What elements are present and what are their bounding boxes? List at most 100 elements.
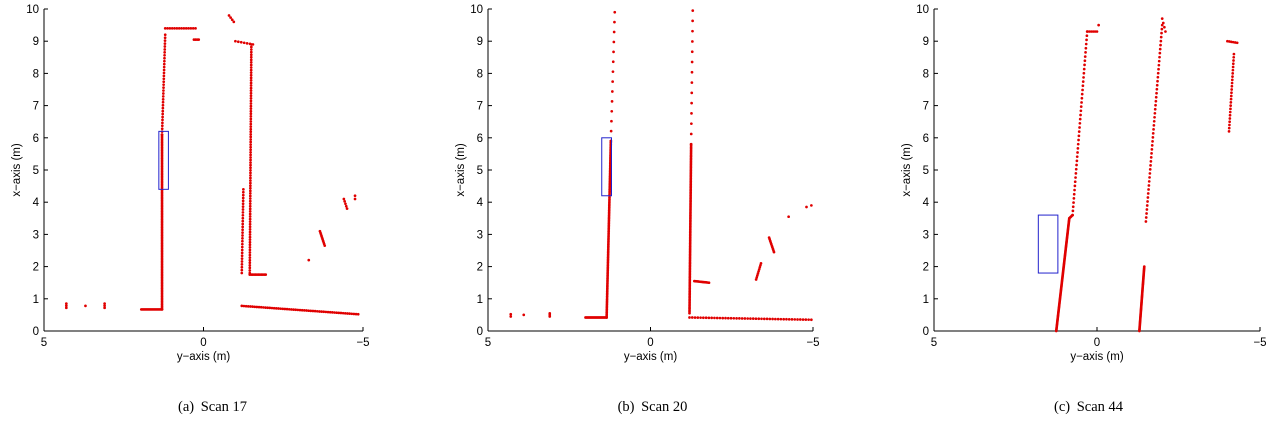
scan-point xyxy=(249,61,253,64)
scan-point xyxy=(184,26,188,30)
scan-point xyxy=(350,312,354,316)
scan-point xyxy=(690,91,694,95)
scan-point xyxy=(1156,75,1160,79)
scan-point xyxy=(1073,180,1077,184)
scan-point xyxy=(249,156,252,159)
scan-point xyxy=(1145,208,1149,211)
scan-point xyxy=(1151,139,1154,143)
scan-point xyxy=(173,26,176,30)
scan-point xyxy=(690,101,693,105)
scan-point xyxy=(279,307,282,311)
scan-point xyxy=(609,129,613,133)
caption-tag: (b) xyxy=(617,399,635,415)
scan-point xyxy=(785,317,788,321)
scan-point xyxy=(1229,97,1233,101)
scan-point xyxy=(242,187,245,191)
scan-point xyxy=(691,9,695,12)
scan-point xyxy=(249,86,253,90)
scan-point xyxy=(163,33,167,37)
scan-point xyxy=(249,53,253,57)
scan-point xyxy=(343,200,347,203)
y-tick-label: 5 xyxy=(33,165,39,177)
scan-point xyxy=(715,316,719,320)
scan-point xyxy=(248,217,252,221)
scan-point xyxy=(689,132,693,136)
scan-point xyxy=(1163,25,1166,29)
scan-point xyxy=(1150,148,1154,151)
scan-point xyxy=(1155,87,1159,91)
scan-point xyxy=(248,207,252,211)
scan-point xyxy=(688,316,691,319)
scan-point xyxy=(249,120,253,123)
scan-point xyxy=(1230,91,1233,95)
scan-point xyxy=(249,73,253,77)
scan-point xyxy=(1157,67,1160,71)
scan-point xyxy=(1074,167,1078,171)
scan-point xyxy=(249,81,253,85)
scan-point xyxy=(1148,176,1151,179)
scan-point xyxy=(162,74,166,78)
scan-point xyxy=(257,305,261,309)
scan-point xyxy=(782,317,786,321)
scan-point xyxy=(746,317,750,320)
scan-point xyxy=(162,89,165,92)
scan-point xyxy=(259,305,263,309)
scan-point xyxy=(249,48,253,51)
scan-point xyxy=(240,271,244,275)
scan-point xyxy=(787,317,791,321)
scan-point xyxy=(249,71,253,75)
scan-point xyxy=(611,60,615,64)
scan-point xyxy=(1152,127,1155,131)
scan-point xyxy=(1085,30,1089,33)
scan-point xyxy=(801,318,805,321)
scan-point xyxy=(166,26,169,30)
subplot-c: 0 1 2 3 4 5 6 7 8 9 10 5 0 −5 y−axis (m) x−axis (m) (c)… xyxy=(890,0,1268,428)
scan-point xyxy=(1154,103,1157,107)
scan-point xyxy=(704,316,708,320)
scan-point xyxy=(1075,163,1078,167)
scan-point xyxy=(241,199,245,203)
scan-point xyxy=(759,262,763,265)
scan-point xyxy=(1157,63,1161,67)
scan-point xyxy=(248,220,252,224)
scan-point xyxy=(696,316,700,319)
scan-point xyxy=(721,316,725,320)
scan-point xyxy=(249,45,253,49)
scan-point xyxy=(296,308,300,312)
scan-point xyxy=(309,309,313,313)
x-tick-label: 0 xyxy=(647,337,653,349)
scan-point xyxy=(249,109,253,113)
scan-point xyxy=(163,42,167,45)
scan-point xyxy=(194,26,197,30)
scan-point xyxy=(249,184,252,188)
caption-a: (a) Scan 17 xyxy=(178,399,250,416)
scan-point xyxy=(161,106,165,110)
scan-point xyxy=(810,318,813,322)
scan-point xyxy=(248,197,252,200)
scan-point xyxy=(751,317,755,321)
scan-point xyxy=(268,306,272,310)
scan-point xyxy=(161,97,165,101)
scan-point xyxy=(1230,81,1234,85)
scan-point xyxy=(236,40,240,44)
scan-point xyxy=(1081,84,1085,88)
scan-point xyxy=(765,317,769,321)
scan-point xyxy=(318,310,321,313)
scan-point xyxy=(163,26,167,30)
scan-point xyxy=(249,107,253,110)
scan-point xyxy=(1230,88,1234,91)
scan-point xyxy=(341,311,345,315)
scan-point xyxy=(162,86,165,89)
scan-point xyxy=(1148,168,1152,171)
scan-point xyxy=(103,304,106,308)
y-tick-label: 3 xyxy=(923,229,929,241)
scan-point xyxy=(1080,92,1084,96)
scan-point xyxy=(796,318,799,321)
scan-point xyxy=(1151,131,1155,135)
scan-point xyxy=(240,248,244,252)
scan-point xyxy=(735,316,738,320)
scan-point xyxy=(162,71,166,75)
scan-point xyxy=(612,40,616,44)
scan-point xyxy=(248,240,252,244)
